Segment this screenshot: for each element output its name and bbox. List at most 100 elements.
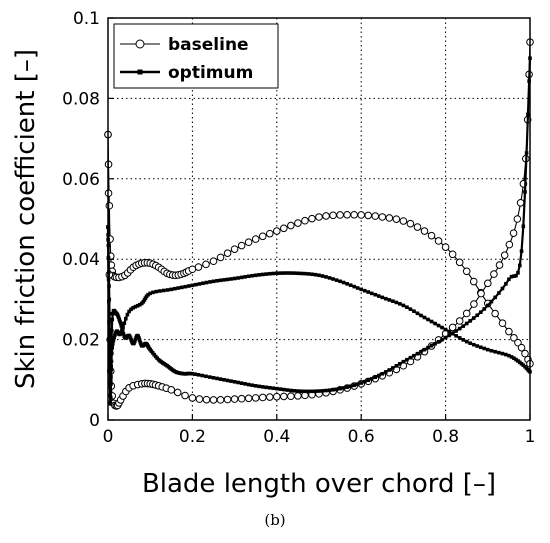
legend-label-optimum: optimum <box>168 63 253 83</box>
data-point-optimum <box>278 271 283 275</box>
data-point-optimum <box>398 302 402 306</box>
data-point-optimum <box>243 275 247 279</box>
data-point-baseline <box>265 393 274 401</box>
data-point-baseline <box>237 394 246 403</box>
data-point-optimum <box>517 263 522 268</box>
data-point-optimum <box>422 347 427 352</box>
data-point-optimum <box>211 375 216 380</box>
data-point-optimum <box>419 349 423 354</box>
data-point-optimum <box>222 378 226 382</box>
data-point-optimum <box>299 389 304 394</box>
data-point-optimum <box>278 387 283 391</box>
data-point-optimum <box>338 279 342 284</box>
data-point-baseline <box>413 223 422 231</box>
data-point-baseline <box>406 219 415 228</box>
data-point-optimum <box>292 271 297 275</box>
data-point-baseline <box>287 392 295 401</box>
series-line-baseline-1 <box>107 42 531 407</box>
data-point-optimum <box>232 276 237 281</box>
data-point-optimum <box>426 345 430 350</box>
data-point-optimum <box>112 335 116 340</box>
data-point-optimum <box>461 338 465 342</box>
data-point-optimum <box>516 359 520 363</box>
data-point-optimum <box>121 332 126 336</box>
data-point-optimum <box>169 287 174 292</box>
data-point-optimum <box>107 368 112 372</box>
data-point-baseline <box>364 211 373 220</box>
data-point-optimum <box>436 323 441 328</box>
data-point-optimum <box>450 331 455 335</box>
data-point-optimum <box>507 353 511 358</box>
data-point-optimum <box>355 286 360 290</box>
data-point-optimum <box>306 389 311 394</box>
data-point-optimum <box>362 379 367 384</box>
series-line-optimum-0 <box>106 227 531 382</box>
data-point-optimum <box>108 395 113 400</box>
data-point-optimum <box>415 351 420 356</box>
data-point-baseline <box>230 395 239 403</box>
x-tick-label: 0.6 <box>348 427 375 447</box>
data-point-baseline <box>188 394 197 402</box>
data-point-optimum <box>493 295 497 300</box>
data-point-optimum <box>271 386 276 391</box>
x-tick-label: 0 <box>103 427 114 447</box>
series-layer <box>104 38 534 410</box>
data-point-optimum <box>246 274 251 279</box>
data-point-baseline <box>455 258 464 267</box>
data-point-optimum <box>345 282 349 286</box>
data-point-optimum <box>225 277 230 282</box>
x-tick-label: 1 <box>525 427 536 447</box>
data-point-baseline <box>495 261 504 269</box>
data-point-baseline <box>371 212 380 220</box>
data-point-optimum <box>109 382 113 386</box>
data-point-optimum <box>376 294 381 298</box>
data-point-optimum <box>394 364 399 368</box>
data-point-optimum <box>514 357 518 362</box>
data-point-optimum <box>120 329 125 334</box>
data-point-optimum <box>366 378 371 383</box>
data-point-optimum <box>275 386 279 391</box>
data-point-optimum <box>373 292 378 297</box>
data-point-baseline <box>230 245 239 253</box>
data-point-optimum <box>138 302 142 307</box>
data-point-optimum <box>398 361 402 366</box>
data-point-optimum <box>497 291 501 295</box>
data-point-optimum <box>306 272 311 276</box>
data-point-optimum <box>106 299 111 304</box>
data-point-baseline <box>181 391 189 400</box>
data-point-optimum <box>118 331 123 336</box>
data-point-optimum <box>239 275 244 280</box>
data-point-baseline <box>315 213 323 221</box>
data-point-optimum <box>464 339 469 344</box>
data-point-optimum <box>146 292 150 297</box>
data-point-optimum <box>341 386 346 390</box>
data-point-baseline <box>343 210 351 219</box>
data-point-optimum <box>285 388 290 392</box>
data-point-optimum <box>440 325 444 330</box>
data-point-baseline <box>287 221 295 230</box>
data-point-baseline <box>399 217 408 225</box>
data-point-optimum <box>334 278 339 282</box>
data-point-optimum <box>282 387 286 392</box>
y-tick-label: 0.1 <box>73 9 100 29</box>
data-point-optimum <box>267 271 272 276</box>
data-point-optimum <box>253 384 258 388</box>
data-point-baseline <box>251 235 260 243</box>
legend-marker-baseline <box>135 39 145 49</box>
data-point-optimum <box>519 249 524 253</box>
data-point-optimum <box>514 273 518 278</box>
data-point-optimum <box>125 312 130 317</box>
data-point-optimum <box>331 387 335 392</box>
data-point-optimum <box>468 341 473 346</box>
data-point-optimum <box>327 276 332 280</box>
data-point-optimum <box>443 335 448 340</box>
data-point-optimum <box>257 273 262 277</box>
data-point-optimum <box>320 389 325 393</box>
data-point-baseline <box>251 394 260 402</box>
data-point-optimum <box>422 315 427 320</box>
data-point-optimum <box>152 352 156 357</box>
data-point-optimum <box>117 317 122 322</box>
data-point-optimum <box>116 315 121 320</box>
data-point-optimum <box>526 112 530 117</box>
data-point-optimum <box>133 337 138 342</box>
